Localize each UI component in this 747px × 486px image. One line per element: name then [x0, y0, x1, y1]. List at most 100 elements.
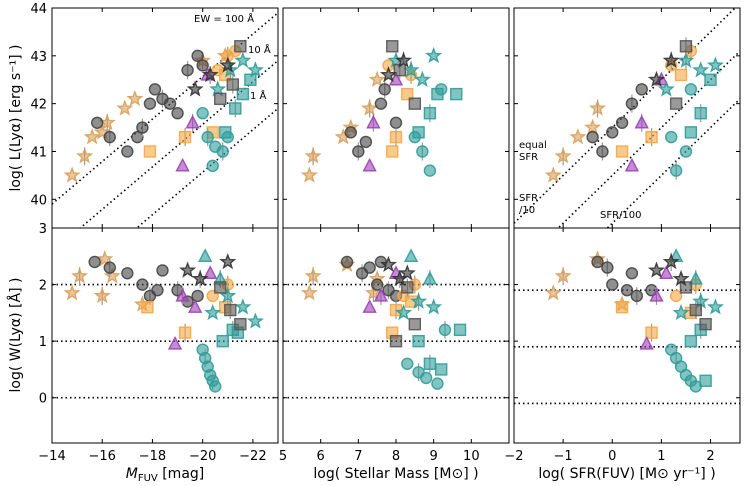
- data-point-star: [647, 70, 666, 88]
- data-point-triangle: [688, 270, 703, 285]
- data-point-star: [394, 303, 413, 321]
- panel-bottom-left-frame: [51, 227, 279, 444]
- data-point-star: [93, 286, 111, 304]
- y-tick-label: 40: [30, 193, 47, 208]
- data-point-star: [706, 298, 724, 315]
- data-point-circle: [665, 130, 678, 144]
- y-tick-label: 44: [30, 2, 47, 17]
- data-point-star: [191, 269, 209, 287]
- data-point-circle: [684, 83, 698, 96]
- axes-p02: [513, 7, 740, 228]
- axes-p00: 40 41 42 43 44: [30, 2, 278, 228]
- data-point-circle: [596, 145, 609, 158]
- data-point-triangle: [659, 265, 674, 279]
- data-point-square: [219, 126, 232, 139]
- data-point-square: [435, 363, 448, 376]
- data-point-square: [226, 78, 240, 91]
- data-point-square: [669, 97, 683, 110]
- data-point-star: [662, 51, 680, 68]
- data-point-star: [209, 80, 227, 97]
- data-point-circle: [196, 59, 209, 72]
- data-point-star: [219, 56, 237, 73]
- data-point-circle: [378, 83, 391, 96]
- y-tick-label: 3: [39, 222, 47, 237]
- data-point-star: [361, 99, 379, 116]
- data-point-square: [689, 303, 702, 317]
- data-point-circle: [90, 116, 104, 129]
- data-point-circle: [171, 107, 184, 120]
- data-point-circle: [615, 116, 629, 129]
- x-tick-label: 6: [317, 449, 325, 464]
- data-point-square: [645, 326, 658, 339]
- data-point-star: [398, 264, 416, 281]
- data-point-star: [672, 303, 690, 321]
- data-point-square: [386, 145, 399, 158]
- data-point-circle: [389, 116, 403, 129]
- data-point-star: [201, 65, 219, 83]
- data-point-star: [304, 147, 322, 164]
- data-point-star: [204, 303, 222, 321]
- data-point-circle: [88, 255, 101, 269]
- y-axis-label-bottom: log( W(Lyα) [Å] ): [7, 278, 24, 393]
- x-tick-label: −22: [239, 449, 266, 464]
- data-point-star: [246, 61, 264, 78]
- x-tick-label: −16: [89, 449, 116, 464]
- data-point-circle: [148, 83, 162, 96]
- data-point-star: [116, 99, 134, 116]
- data-point-square: [389, 334, 403, 348]
- data-point-star: [126, 89, 144, 107]
- x-tick-label: 9: [430, 449, 438, 464]
- annotation-sfr10-line1: SFR: [519, 193, 538, 204]
- data-point-circle: [630, 289, 644, 303]
- data-point-circle: [143, 97, 157, 110]
- data-point-square: [234, 40, 247, 53]
- data-point-square: [244, 73, 257, 86]
- data-point-star: [219, 252, 237, 270]
- data-point-circle: [679, 145, 693, 158]
- data-point-star: [300, 284, 318, 301]
- data-point-square: [401, 87, 414, 101]
- data-point-circle: [431, 377, 444, 390]
- data-point-square: [423, 357, 437, 370]
- data-point-square: [178, 130, 192, 144]
- x-tick-label: 1: [657, 449, 665, 464]
- data-point-circle: [591, 255, 604, 269]
- annotation-equal-sfr-line2: SFR: [519, 152, 538, 163]
- data-point-circle: [625, 97, 639, 110]
- x-axis-label-left-unit: [mag]: [158, 466, 204, 482]
- data-point-square: [645, 130, 658, 144]
- data-point-square: [143, 145, 157, 158]
- y-tick-label: 1: [39, 335, 47, 350]
- data-point-circle: [438, 323, 452, 337]
- data-point-star: [76, 147, 94, 164]
- data-point-circle: [216, 145, 229, 158]
- x-axis-label-left: MFUV [mag]: [126, 466, 205, 484]
- data-point-star: [304, 267, 322, 284]
- data-point-circle: [419, 371, 433, 385]
- reference-line: [606, 98, 740, 228]
- data-point-star: [569, 128, 587, 145]
- data-point-star: [692, 61, 710, 78]
- data-point-star: [186, 80, 204, 97]
- data-point-star: [379, 255, 398, 273]
- data-point-square: [412, 126, 425, 139]
- data-point-star: [379, 65, 398, 83]
- data-point-triangle: [403, 248, 419, 262]
- data-point-star: [96, 250, 114, 267]
- data-point-square: [178, 326, 192, 339]
- data-point-circle: [374, 97, 388, 110]
- data-point-triangle: [175, 157, 190, 172]
- data-point-circle: [181, 63, 194, 77]
- plot-area-p02: [514, 8, 740, 228]
- x-axis-label-right: log( SFR(FUV) [M⊙ yr⁻¹] ): [538, 466, 715, 482]
- data-point-star: [657, 80, 675, 97]
- data-point-circle: [103, 130, 116, 144]
- data-point-square: [684, 334, 698, 348]
- panel-bottom-right-frame: [513, 227, 741, 444]
- data-point-circle: [620, 284, 634, 297]
- data-point-triangle: [167, 335, 183, 350]
- data-point-circle: [103, 261, 116, 274]
- data-point-star: [544, 166, 562, 183]
- data-point-star: [425, 46, 443, 64]
